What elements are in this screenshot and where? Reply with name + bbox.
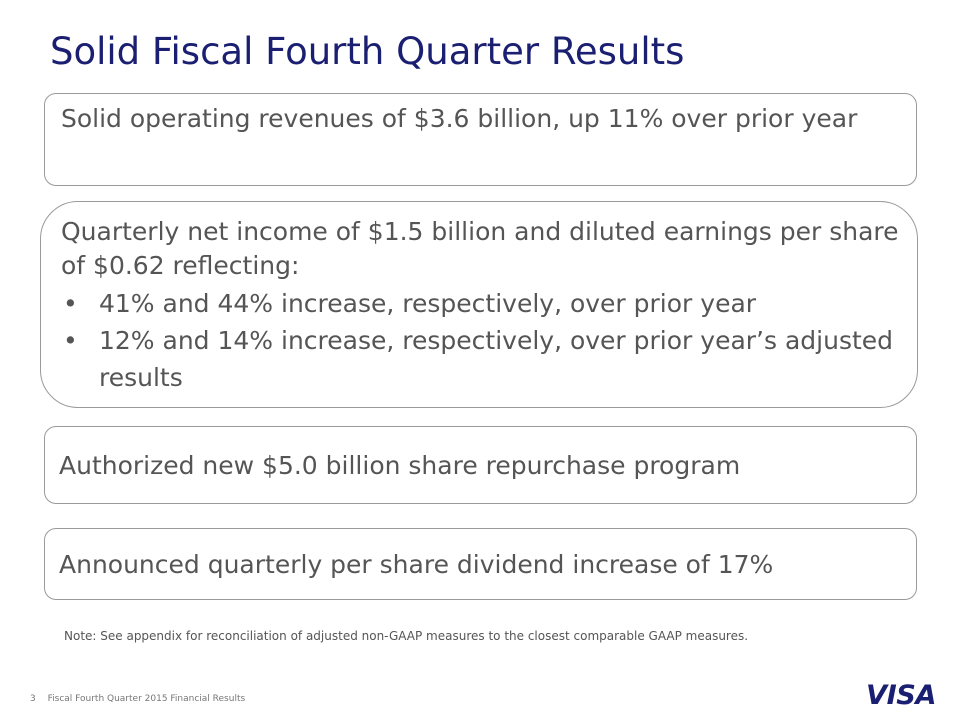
highlight-box-revenue: Solid operating revenues of $3.6 billion… <box>44 93 917 186</box>
bullet-dot-icon: • <box>63 289 78 318</box>
bullet-text: 41% and 44% increase, respectively, over… <box>99 289 757 318</box>
highlight-box-share-repurchase: Authorized new $5.0 billion share repurc… <box>44 426 917 504</box>
highlight-text: Quarterly net income of $1.5 billion and… <box>61 217 899 280</box>
page-number: 3 <box>30 694 36 704</box>
footnote: Note: See appendix for reconciliation of… <box>64 629 749 643</box>
footer: 3 Fiscal Fourth Quarter 2015 Financial R… <box>30 694 245 704</box>
highlight-box-net-income: Quarterly net income of $1.5 billion and… <box>40 201 918 408</box>
highlight-box-dividend: Announced quarterly per share dividend i… <box>44 528 917 600</box>
bullet-list: • 41% and 44% increase, respectively, ov… <box>61 285 901 396</box>
bullet-text: 12% and 14% increase, respectively, over… <box>99 326 894 392</box>
bullet-item: • 41% and 44% increase, respectively, ov… <box>61 285 901 322</box>
highlight-text: Authorized new $5.0 billion share repurc… <box>59 451 741 480</box>
visa-logo: VISA <box>866 680 937 709</box>
bullet-dot-icon: • <box>63 326 78 355</box>
visa-logo-text: VISA <box>866 680 936 709</box>
highlight-text: Solid operating revenues of $3.6 billion… <box>61 104 858 133</box>
highlight-text: Announced quarterly per share dividend i… <box>59 550 774 579</box>
slide-title: Solid Fiscal Fourth Quarter Results <box>50 30 685 73</box>
bullet-item: • 12% and 14% increase, respectively, ov… <box>61 322 901 396</box>
footer-text: Fiscal Fourth Quarter 2015 Financial Res… <box>47 694 246 704</box>
